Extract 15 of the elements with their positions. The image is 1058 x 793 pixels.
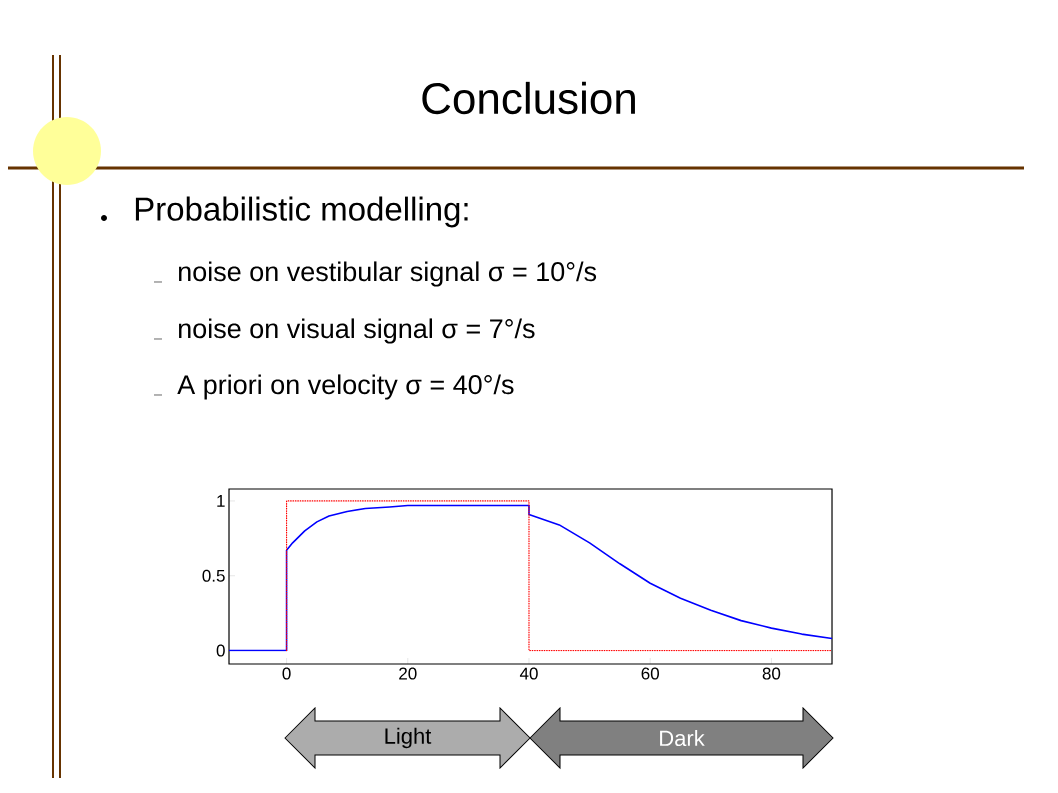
text: noise on vestibular signal σ = 10°/s [178,261,597,287]
x-tick-label: 0 [282,667,291,680]
text: noise on visual signal σ = 7°/s [178,318,535,344]
x-tick-label: 60 [641,667,659,680]
x-tick-label: 80 [762,667,781,680]
x-tick-label: 20 [399,667,417,680]
text: Dark [660,729,705,747]
text: Light [385,727,432,749]
text: A priori on velocity σ = 40°/s [177,374,514,400]
y-tick-label: 0.5 [202,569,225,582]
y-tick-label: 0 [216,644,225,657]
chart-title: Conclusion [422,81,635,115]
y-tick-label: 1 [217,495,225,507]
text: Probabilistic modelling: [135,196,468,228]
x-tick-label: 40 [519,667,538,680]
